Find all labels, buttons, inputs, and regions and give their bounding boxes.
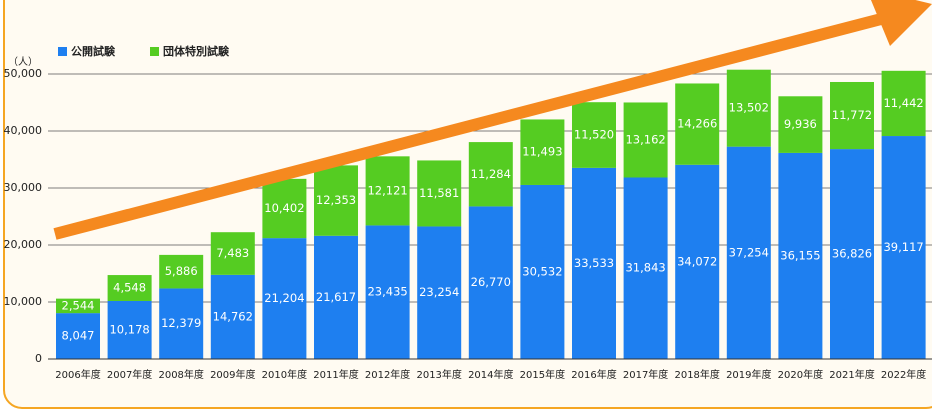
y-tick-label: 20,000 [4,238,43,251]
value-label: 7,483 [216,246,249,260]
x-tick-label: 2008年度 [158,368,203,381]
bar-segment [468,206,513,359]
y-tick-label: 10,000 [4,295,43,308]
bar-segment [56,298,100,314]
x-tick-label: 2021年度 [829,368,874,381]
trend-arrow-head [870,0,932,46]
trend-arrow [53,12,887,240]
value-label: 2,544 [62,298,95,312]
value-label: 12,121 [367,183,407,197]
bar-segment [262,238,307,359]
x-tick-label: 2015年度 [520,368,565,381]
value-label: 31,843 [625,261,665,275]
legend-label: 団体特別試験 [163,44,230,58]
bar-segment [210,274,255,359]
bar-segment [262,178,307,239]
value-label: 33,533 [574,256,614,270]
value-label: 11,772 [832,108,872,122]
bar-segment [726,69,771,147]
x-tick-label: 2009年度 [210,368,255,381]
value-label: 36,826 [832,247,872,261]
value-label: 36,155 [780,248,820,262]
x-tick-label: 2013年度 [416,368,461,381]
value-label: 14,762 [213,309,253,323]
y-axis-label: （人） [8,56,38,68]
bar-segment [417,160,462,227]
value-label: 12,379 [161,316,201,330]
bar-segment [314,235,358,359]
bar-segment [365,156,410,226]
x-tick-label: 2019年度 [726,368,771,381]
bar-segment [881,136,926,359]
legend-swatch [150,47,159,56]
bar-segment [56,313,100,359]
value-label: 11,284 [471,167,511,181]
value-label: 9,936 [784,117,817,131]
x-tick-label: 2010年度 [262,368,307,381]
value-label: 13,162 [625,132,665,146]
value-label: 11,442 [883,96,923,110]
bar-segment [830,149,874,359]
bar-segment [107,300,152,359]
value-label: 37,254 [729,245,769,259]
value-label: 14,266 [677,117,717,131]
bar-segment [417,226,462,359]
bar-segment [314,165,358,236]
bar-segment [675,164,720,359]
value-label: 21,204 [264,291,304,305]
bar-segment [830,81,874,150]
x-tick-label: 2006年度 [55,368,100,381]
bar-segment [623,102,668,178]
x-tick-label: 2016年度 [571,368,616,381]
bar-segment [159,288,204,359]
bar-segment [675,83,720,165]
value-label: 4,548 [113,281,146,295]
x-tick-label: 2022年度 [881,368,926,381]
bar-segment [572,167,616,359]
value-label: 26,770 [471,275,511,289]
value-label: 34,072 [677,254,717,268]
x-tick-label: 2011年度 [313,368,358,381]
bar-segment [881,70,926,137]
bar-segment [778,152,823,359]
bar-segment [468,142,513,207]
legend-label: 公開試験 [71,44,116,58]
bar-segment [572,102,616,168]
value-label: 23,254 [419,285,459,299]
value-label: 10,402 [264,201,304,215]
x-tick-label: 2014年度 [468,368,513,381]
value-label: 23,435 [367,285,407,299]
value-label: 5,886 [165,264,198,278]
bar-segment [210,232,255,275]
value-label: 12,353 [316,193,356,207]
value-label: 13,502 [729,101,769,115]
value-label: 10,178 [109,322,149,336]
y-tick-label: 40,000 [4,124,43,137]
value-label: 21,617 [316,290,356,304]
bar-segment [365,225,410,359]
bar-segment [623,177,668,359]
value-label: 11,520 [574,128,614,142]
value-label: 11,493 [522,145,562,159]
x-tick-label: 2017年度 [623,368,668,381]
value-label: 39,117 [883,240,923,254]
bar-segment [726,146,771,359]
x-tick-label: 2020年度 [778,368,823,381]
y-tick-label: 50,000 [4,67,43,80]
bar-segment [520,184,565,359]
bar-segment [778,96,823,153]
legend-swatch [58,47,67,56]
bar-segment [107,275,152,301]
y-tick-label: 0 [35,352,42,365]
value-label: 11,581 [419,186,459,200]
bar-segment [520,119,565,185]
bar-segment [159,254,204,289]
value-label: 30,532 [522,264,562,278]
y-tick-label: 30,000 [4,181,43,194]
x-tick-label: 2007年度 [107,368,152,381]
x-tick-label: 2018年度 [674,368,719,381]
value-label: 8,047 [62,329,95,343]
x-tick-label: 2012年度 [365,368,410,381]
